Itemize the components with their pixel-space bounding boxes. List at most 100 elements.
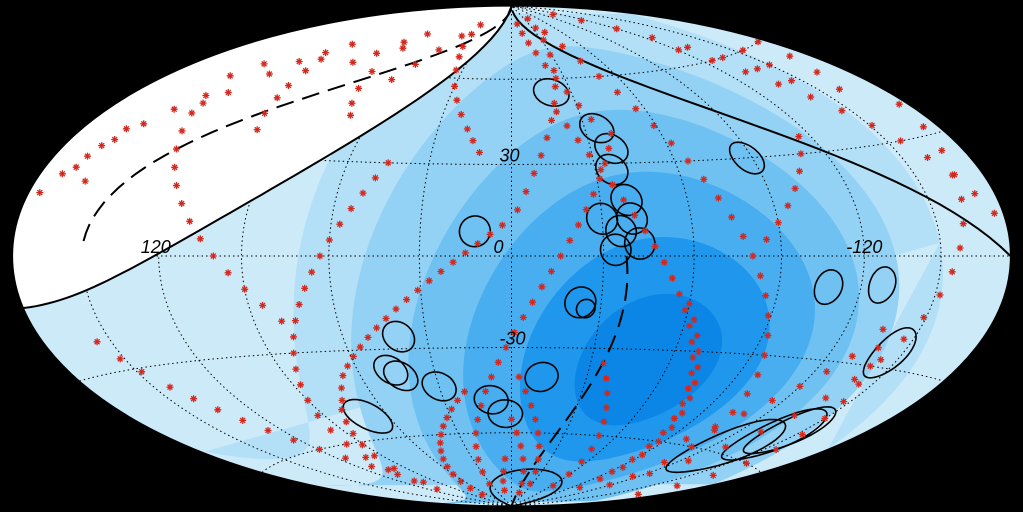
event-marker (689, 354, 697, 361)
event-marker (694, 363, 702, 371)
event-marker (897, 137, 905, 145)
event-marker (188, 109, 196, 117)
event-marker (684, 385, 692, 392)
event-marker (956, 244, 964, 252)
event-marker (675, 46, 682, 54)
event-marker (314, 412, 322, 419)
event-marker (546, 51, 554, 59)
event-marker (518, 479, 526, 487)
exposure-boundary-line (23, 6, 513, 309)
event-marker (477, 21, 485, 29)
event-marker (848, 352, 856, 360)
event-marker (958, 195, 965, 203)
event-marker (532, 49, 540, 57)
sky-outline (11, 5, 1012, 507)
event-marker (519, 455, 527, 463)
event-marker (541, 28, 549, 36)
event-marker (620, 196, 628, 204)
event-marker (414, 286, 422, 294)
event-marker (585, 151, 593, 159)
event-marker (111, 136, 119, 143)
event-marker (606, 481, 614, 489)
event-marker (424, 30, 431, 38)
event-marker (645, 442, 653, 450)
event-marker (563, 122, 571, 130)
event-marker (224, 89, 232, 96)
event-marker (458, 32, 466, 40)
event-marker (582, 206, 590, 214)
event-marker (587, 116, 595, 123)
event-marker (443, 463, 451, 471)
event-marker (631, 211, 639, 219)
circle-marker (564, 286, 597, 319)
event-marker (822, 394, 830, 402)
event-marker (501, 486, 508, 494)
event-marker (774, 219, 782, 227)
event-marker (355, 84, 363, 92)
event-marker (510, 329, 518, 336)
event-marker (515, 489, 523, 497)
circle-marker (585, 202, 619, 235)
event-marker (72, 163, 80, 171)
event-marker (763, 236, 770, 243)
event-marker (199, 99, 207, 107)
event-marker (522, 387, 530, 395)
event-marker (452, 66, 460, 74)
event-marker (356, 343, 364, 351)
circle-marker (382, 360, 419, 392)
event-marker (660, 458, 668, 466)
event-marker (719, 54, 727, 62)
event-marker (399, 44, 407, 52)
event-marker (443, 414, 451, 422)
event-marker (603, 404, 611, 412)
event-marker (466, 484, 474, 492)
event-marker (900, 335, 908, 343)
event-marker (513, 429, 521, 437)
event-marker (410, 477, 418, 485)
parallel (261, 432, 762, 473)
event-marker (478, 491, 486, 499)
event-marker (924, 154, 931, 161)
event-marker (764, 312, 772, 320)
event-marker (874, 344, 882, 352)
event-marker (209, 252, 217, 260)
event-marker (775, 80, 782, 88)
event-marker (791, 185, 799, 192)
event-marker (681, 306, 689, 314)
event-marker (273, 94, 281, 102)
event-marker (675, 290, 683, 298)
event-marker (531, 415, 539, 423)
circle-marker (421, 371, 457, 402)
circle-marker (594, 153, 629, 186)
event-marker (742, 459, 750, 467)
event-marker (461, 388, 468, 396)
event-marker (524, 15, 532, 23)
event-marker (515, 373, 523, 381)
event-marker (259, 301, 267, 309)
event-marker (411, 60, 419, 68)
exposure-boundary (12, 6, 1011, 506)
event-marker (695, 348, 702, 355)
event-marker (575, 102, 583, 109)
event-marker (327, 426, 335, 434)
circle-marker (487, 398, 524, 429)
event-marker (749, 252, 757, 260)
event-marker (479, 468, 487, 476)
circle-marker (867, 266, 897, 304)
event-marker (566, 237, 574, 244)
event-marker (813, 68, 821, 76)
event-marker (301, 284, 309, 292)
event-marker (877, 356, 885, 364)
event-marker (166, 383, 174, 391)
event-marker (349, 58, 357, 66)
event-marker (349, 353, 357, 360)
event-marker (358, 441, 366, 449)
event-marker (549, 482, 557, 490)
event-marker (685, 300, 693, 308)
event-marker (605, 144, 613, 152)
event-marker (453, 96, 461, 104)
event-marker (578, 458, 586, 466)
event-marker (667, 139, 675, 147)
event-marker (433, 485, 441, 493)
event-marker (768, 397, 776, 404)
